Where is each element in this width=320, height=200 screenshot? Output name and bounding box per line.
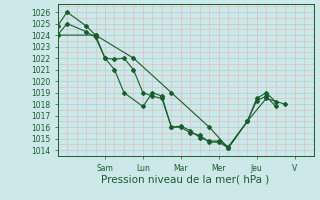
X-axis label: Pression niveau de la mer( hPa ): Pression niveau de la mer( hPa )	[101, 174, 270, 184]
